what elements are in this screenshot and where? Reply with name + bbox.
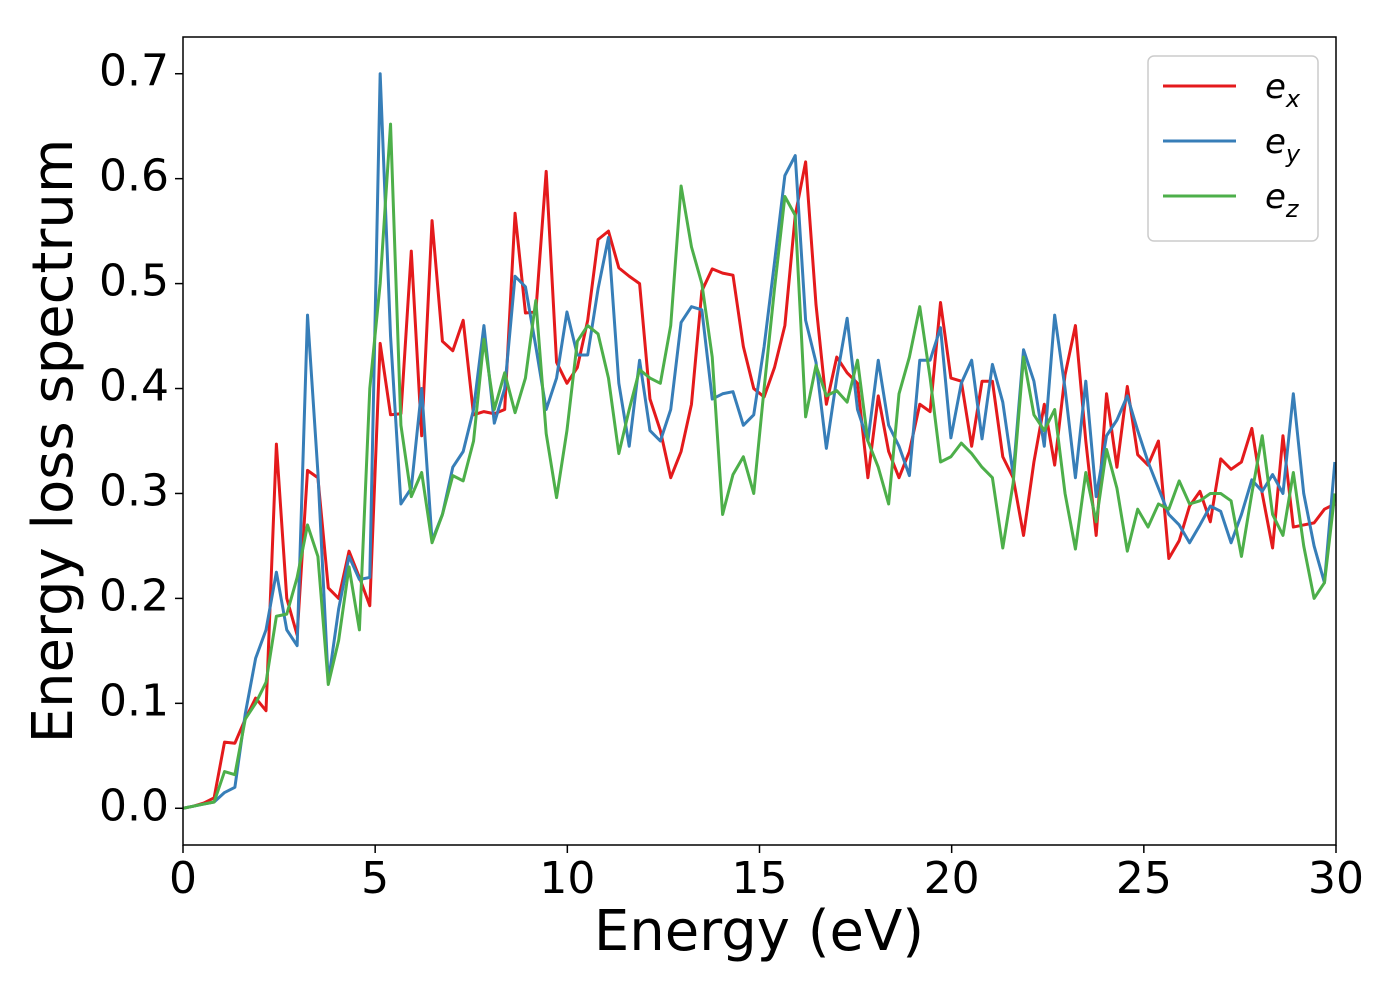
series-line (183, 122, 1336, 810)
legend-label: ey (1265, 122, 1301, 168)
y-tick-label: 0.3 (99, 465, 169, 516)
x-tick-label: 30 (1308, 853, 1364, 904)
x-tick-label: 15 (732, 853, 788, 904)
series-line (183, 160, 1336, 810)
x-tick-label: 5 (361, 853, 389, 904)
y-tick-label: 0.2 (99, 570, 169, 621)
x-tick-label: 10 (539, 853, 595, 904)
y-tick-label: 0.4 (99, 361, 169, 412)
legend-label: ex (1265, 67, 1301, 113)
y-axis-label: Energy loss spectrum (21, 139, 86, 744)
x-tick-label: 20 (924, 853, 980, 904)
x-tick-label: 25 (1116, 853, 1172, 904)
y-tick-label: 0.6 (99, 151, 169, 202)
legend-label: ez (1265, 177, 1300, 223)
y-tick-label: 0.5 (99, 256, 169, 307)
plot-frame (182, 36, 1337, 846)
x-axis-label: Energy (eV) (594, 899, 924, 964)
y-tick-label: 0.1 (99, 675, 169, 726)
y-tick-label: 0.7 (99, 46, 169, 97)
y-tick-label: 0.0 (99, 780, 169, 831)
x-tick-label: 0 (169, 853, 197, 904)
